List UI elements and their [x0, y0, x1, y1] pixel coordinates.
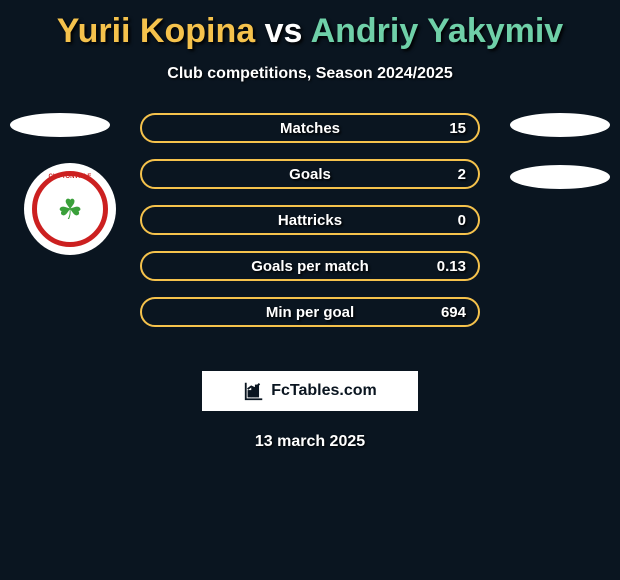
- stat-row: Goals per match 0.13: [140, 251, 480, 281]
- stat-right-value: 694: [441, 304, 466, 321]
- stat-label: Hattricks: [278, 212, 342, 229]
- player2-photo-placeholder: [510, 113, 610, 137]
- stat-row: Matches 15: [140, 113, 480, 143]
- stat-row: Goals 2: [140, 159, 480, 189]
- club-badge-text: CLIFTONVILLE: [49, 174, 92, 180]
- stat-label: Goals per match: [251, 258, 369, 275]
- watermark-text: FcTables.com: [271, 382, 377, 400]
- player1-photo-placeholder: [10, 113, 110, 137]
- stat-right-value: 0.13: [437, 258, 466, 275]
- watermark-box: FcTables.com: [202, 371, 418, 411]
- stat-right-value: 15: [449, 120, 466, 137]
- title-player2: Andriy Yakymiv: [311, 12, 564, 50]
- stat-rows: Matches 15 Goals 2 Hattricks 0 Goals per match…: [140, 113, 480, 343]
- player2-club-placeholder: [510, 165, 610, 189]
- stat-row: Min per goal 694: [140, 297, 480, 327]
- stat-label: Goals: [289, 166, 331, 183]
- comparison-main: CLIFTONVILLE ☘ Matches 15 Goals 2 Hattricks 0…: [0, 113, 620, 353]
- club-badge-ring: CLIFTONVILLE ☘: [32, 171, 108, 247]
- stat-right-value: 2: [458, 166, 466, 183]
- stat-label: Matches: [280, 120, 340, 137]
- subtitle: Club competitions, Season 2024/2025: [0, 65, 620, 83]
- generated-date: 13 march 2025: [0, 433, 620, 451]
- title-vs: vs: [265, 12, 303, 50]
- title-player1: Yurii Kopina: [57, 12, 255, 50]
- stat-row: Hattricks 0: [140, 205, 480, 235]
- player1-club-badge: CLIFTONVILLE ☘: [24, 163, 116, 255]
- chart-icon: [243, 380, 265, 402]
- stat-label: Min per goal: [266, 304, 354, 321]
- comparison-title: Yurii Kopina vs Andriy Yakymiv: [0, 0, 620, 51]
- shamrock-icon: ☘: [57, 193, 82, 226]
- stat-right-value: 0: [458, 212, 466, 229]
